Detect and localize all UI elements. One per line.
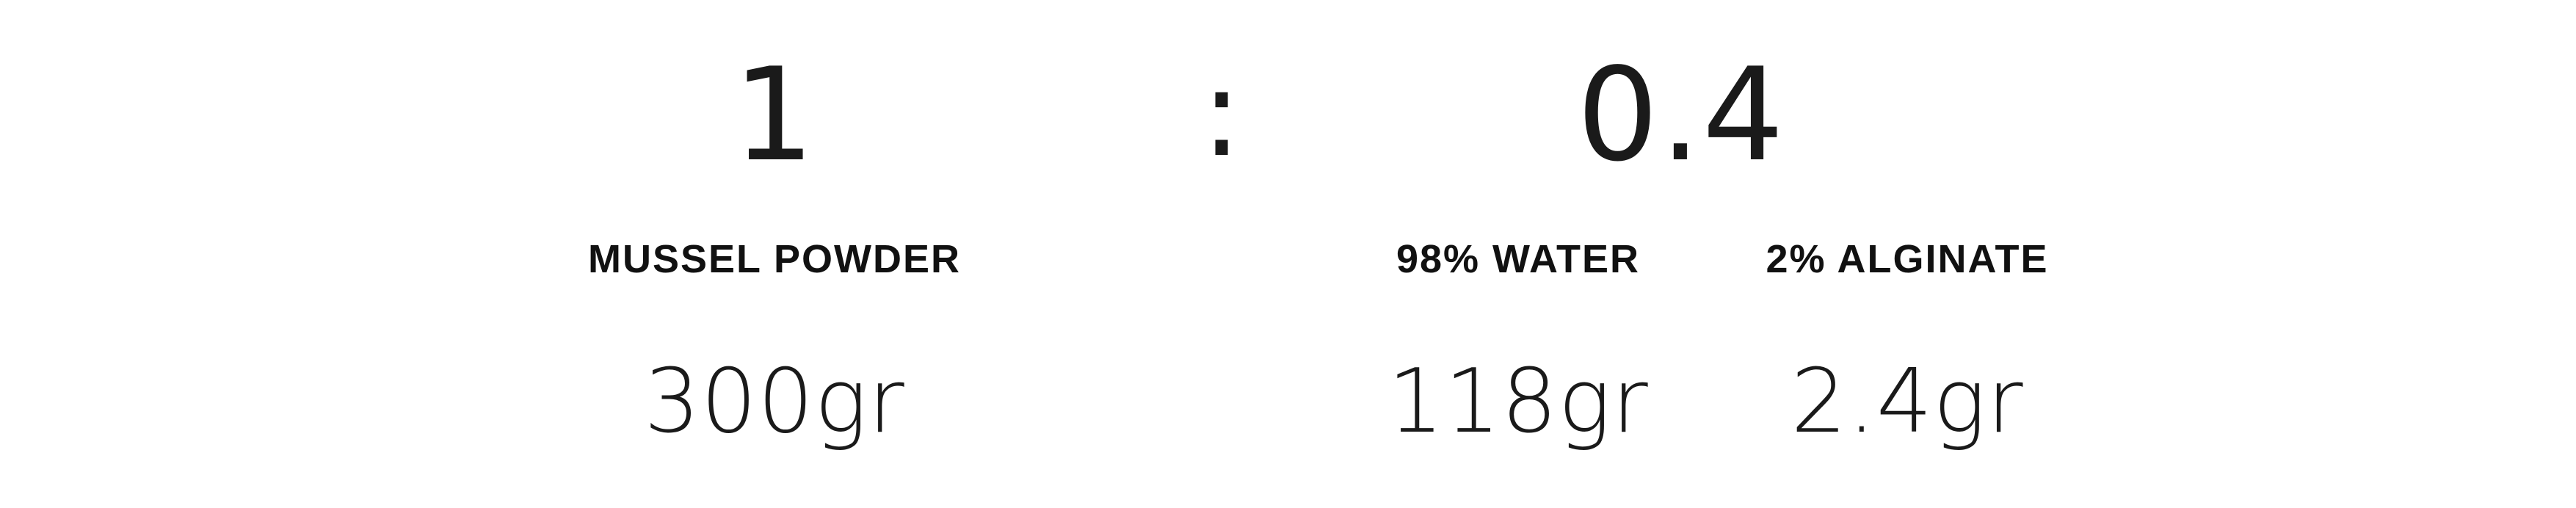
ratio-left-value: 1 [733,41,816,190]
ingredient-amount-mussel-powder: 300gr [644,351,905,453]
ingredient-label-alginate: 2% ALGINATE [1766,237,2049,281]
ratio-right-value: 0.4 [1576,41,1786,190]
ingredient-label-mussel-powder: MUSSEL POWDER [587,237,962,281]
ingredient-amount-water: 118gr [1387,351,1649,453]
ingredient-amount-alginate: 2.4gr [1790,351,2024,453]
ratio-separator: : [1201,43,1244,184]
ingredient-label-water: 98% WATER [1396,237,1641,281]
